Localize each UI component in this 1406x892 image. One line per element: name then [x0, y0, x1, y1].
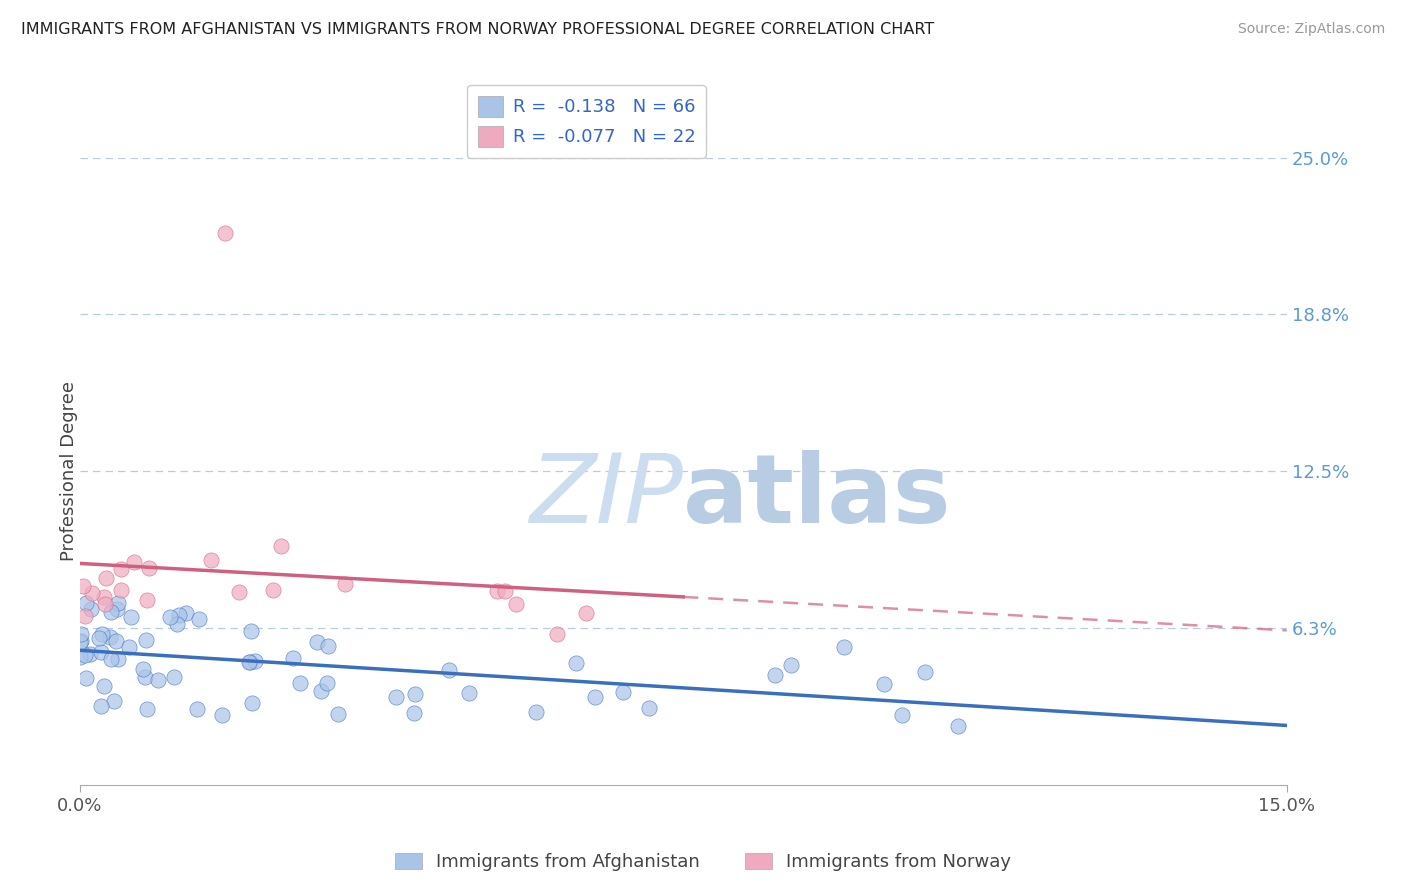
Point: [69, 650, 91, 665]
Point: [214, 226, 236, 240]
Point: [186, 702, 208, 716]
Point: [612, 685, 634, 699]
Point: [318, 639, 340, 653]
Point: [91, 627, 114, 641]
Point: [238, 655, 260, 669]
Point: [166, 616, 188, 631]
Point: [404, 687, 426, 701]
Point: [163, 670, 186, 684]
Point: [159, 610, 181, 624]
Point: [200, 552, 222, 566]
Point: [75, 596, 97, 610]
Point: [315, 676, 337, 690]
Point: [583, 690, 606, 704]
Point: [89, 631, 111, 645]
Point: [211, 708, 233, 723]
Point: [69, 635, 91, 649]
Point: [335, 577, 357, 591]
Point: [485, 583, 508, 598]
Point: [80, 586, 103, 600]
Point: [110, 562, 132, 576]
Point: [100, 652, 122, 666]
Point: [73, 609, 96, 624]
Point: [763, 668, 786, 682]
Point: [243, 654, 266, 668]
Point: [69, 627, 91, 641]
Point: [93, 591, 115, 605]
Point: [75, 671, 97, 685]
Point: [524, 705, 547, 719]
Point: [105, 634, 128, 648]
Point: [124, 555, 146, 569]
Point: [305, 634, 328, 648]
Point: [79, 647, 101, 661]
Point: [110, 583, 132, 598]
Point: [240, 696, 263, 710]
Point: [505, 598, 527, 612]
Point: [90, 698, 112, 713]
Point: [174, 607, 197, 621]
Point: [146, 673, 169, 688]
Point: [75, 648, 97, 663]
Point: [546, 626, 568, 640]
Point: [105, 601, 128, 615]
Point: [107, 652, 129, 666]
Legend: Immigrants from Afghanistan, Immigrants from Norway: Immigrants from Afghanistan, Immigrants …: [387, 846, 1019, 879]
Point: [138, 561, 160, 575]
Text: IMMIGRANTS FROM AFGHANISTAN VS IMMIGRANTS FROM NORWAY PROFESSIONAL DEGREE CORREL: IMMIGRANTS FROM AFGHANISTAN VS IMMIGRANT…: [21, 22, 935, 37]
Point: [575, 606, 598, 620]
Point: [107, 596, 129, 610]
Point: [946, 719, 969, 733]
Point: [240, 624, 263, 638]
Text: ZIP: ZIP: [530, 450, 683, 543]
Point: [437, 663, 460, 677]
Point: [262, 583, 284, 598]
Point: [72, 579, 94, 593]
Point: [134, 670, 156, 684]
Point: [136, 592, 159, 607]
Point: [167, 607, 190, 622]
Point: [890, 708, 912, 723]
Point: [100, 605, 122, 619]
Point: [118, 640, 141, 655]
Legend: R =  -0.138   N = 66, R =  -0.077   N = 22: R = -0.138 N = 66, R = -0.077 N = 22: [467, 86, 706, 158]
Point: [98, 630, 121, 644]
Point: [780, 657, 803, 672]
Y-axis label: Professional Degree: Professional Degree: [60, 381, 77, 561]
Point: [873, 677, 896, 691]
Point: [93, 679, 115, 693]
Point: [187, 612, 209, 626]
Point: [94, 597, 117, 611]
Text: atlas: atlas: [683, 450, 952, 543]
Point: [637, 700, 659, 714]
Point: [103, 694, 125, 708]
Point: [136, 702, 159, 716]
Point: [914, 665, 936, 679]
Point: [70, 634, 93, 648]
Point: [90, 645, 112, 659]
Point: [309, 683, 332, 698]
Point: [283, 650, 305, 665]
Point: [494, 583, 516, 598]
Point: [96, 571, 118, 585]
Point: [457, 685, 479, 699]
Text: Source: ZipAtlas.com: Source: ZipAtlas.com: [1237, 22, 1385, 37]
Point: [132, 662, 155, 676]
Point: [80, 602, 103, 616]
Point: [564, 657, 586, 671]
Point: [270, 540, 292, 554]
Point: [385, 690, 408, 704]
Point: [328, 707, 350, 722]
Point: [228, 585, 250, 599]
Point: [288, 676, 311, 690]
Point: [120, 609, 142, 624]
Point: [239, 655, 262, 669]
Point: [135, 633, 157, 648]
Point: [832, 640, 855, 654]
Point: [404, 706, 426, 721]
